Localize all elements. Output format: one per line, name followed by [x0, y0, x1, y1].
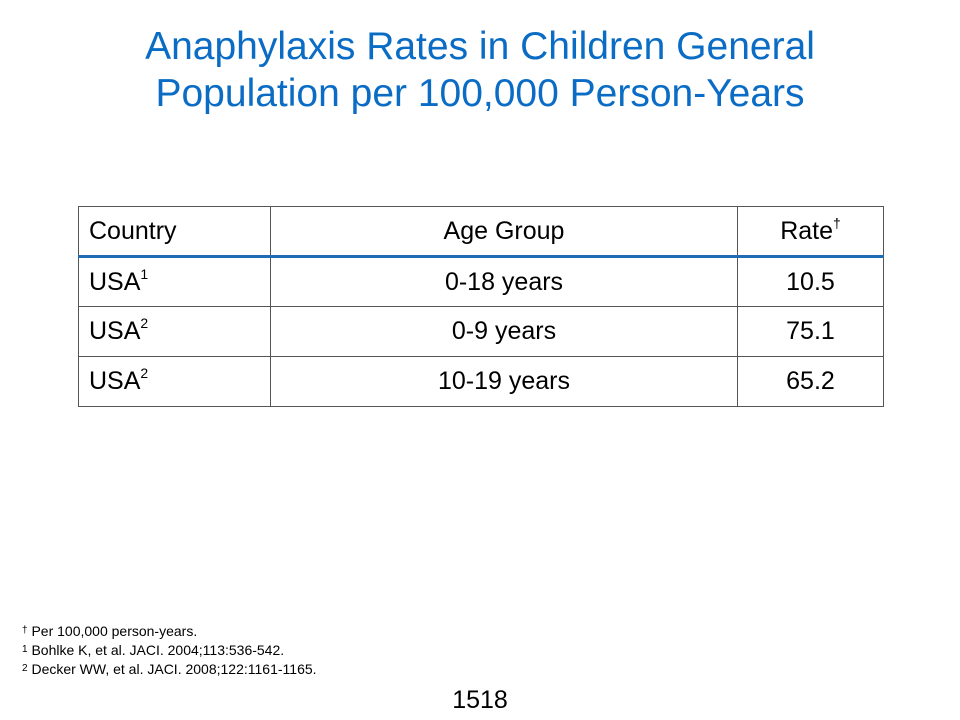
footnote-mark: 2: [22, 663, 28, 674]
table-row: USA2 10-19 years 65.2: [78, 356, 884, 407]
header-rate: Rate†: [737, 206, 884, 258]
country-name: USA: [89, 367, 141, 395]
header-age-group: Age Group: [270, 206, 738, 258]
page-number: 1518: [452, 686, 508, 714]
country-ref: 2: [140, 315, 149, 331]
cell-rate: 65.2: [737, 356, 884, 407]
title-line-2: Population per 100,000 Person-Years: [155, 72, 805, 115]
table-row: USA2 0-9 years 75.1: [78, 306, 884, 357]
footnote: † Per 100,000 person-years.: [22, 622, 317, 641]
country-ref: 1: [140, 265, 149, 282]
cell-age-group: 10-19 years: [270, 356, 738, 407]
cell-country: USA2: [78, 306, 271, 357]
footnote-text: Bohlke K, et al. JACI. 2004;113:536-542.: [27, 642, 285, 658]
footnote-mark: †: [22, 625, 28, 636]
table-header-row: Country Age Group Rate†: [78, 206, 884, 258]
country-name: USA: [89, 317, 141, 345]
header-rate-mark: †: [833, 214, 841, 231]
cell-rate: 10.5: [737, 256, 884, 307]
footnotes: † Per 100,000 person-years. 1 Bohlke K, …: [22, 622, 317, 679]
country-ref: 2: [140, 365, 149, 381]
footnote-mark: 1: [22, 644, 28, 655]
header-rate-label: Rate: [780, 216, 833, 245]
header-country: Country: [78, 206, 271, 258]
table-row: USA1 0-18 years 10.5: [78, 256, 884, 307]
country-name: USA: [89, 267, 141, 296]
title-line-1: Anaphylaxis Rates in Children General: [145, 25, 815, 68]
footnote: 2 Decker WW, et al. JACI. 2008;122:1161-…: [22, 660, 317, 679]
slide-title: Anaphylaxis Rates in Children General Po…: [20, 23, 940, 117]
cell-age-group: 0-18 years: [270, 256, 738, 307]
footnote: 1 Bohlke K, et al. JACI. 2004;113:536-54…: [22, 641, 317, 660]
cell-country: USA2: [78, 356, 271, 407]
anaphylaxis-rates-table: Country Age Group Rate† USA1 0-18 years …: [78, 206, 884, 407]
footnote-text: Per 100,000 person-years.: [27, 623, 198, 639]
cell-age-group: 0-9 years: [270, 306, 738, 357]
footnote-text: Decker WW, et al. JACI. 2008;122:1161-11…: [27, 661, 317, 677]
cell-rate: 75.1: [737, 306, 884, 357]
cell-country: USA1: [78, 256, 271, 307]
